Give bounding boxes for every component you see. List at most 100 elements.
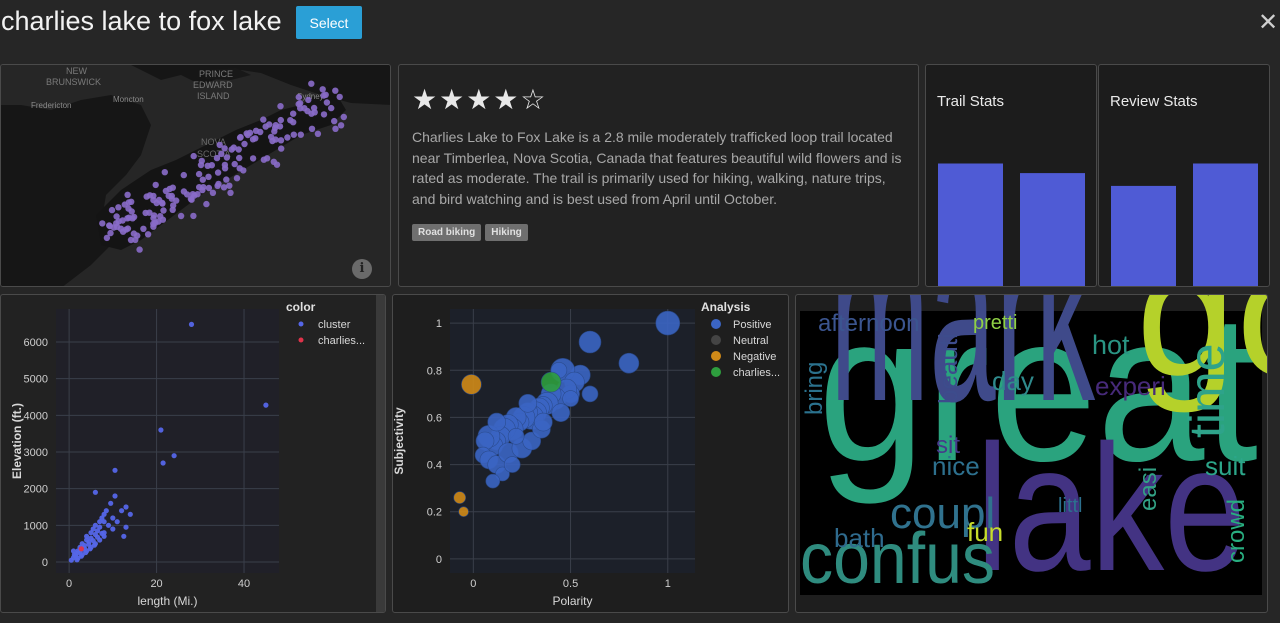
map-point[interactable] <box>129 215 136 222</box>
map-point[interactable] <box>320 92 327 99</box>
scatter-point[interactable] <box>562 390 579 407</box>
map-point[interactable] <box>287 117 294 124</box>
legend-item[interactable]: Neutral <box>733 335 768 347</box>
map-point[interactable] <box>128 198 135 205</box>
sentiment-scatter-chart[interactable]: 0 0.5 1 0 0.2 0.4 0.6 0.8 1 Polarity Subjectivity A… <box>393 295 789 613</box>
map-point[interactable] <box>115 204 122 211</box>
map-point[interactable] <box>199 176 206 183</box>
map-point[interactable] <box>271 128 278 135</box>
legend-item[interactable]: Positive <box>733 319 772 331</box>
map-point[interactable] <box>276 123 284 130</box>
stat-bar[interactable] <box>938 163 1003 288</box>
map-point[interactable] <box>142 209 149 217</box>
map-point[interactable] <box>323 99 331 106</box>
map-point[interactable] <box>308 80 315 87</box>
map-point[interactable] <box>205 173 212 180</box>
map-point[interactable] <box>144 231 152 238</box>
scatter-point[interactable] <box>91 542 98 548</box>
map-point[interactable] <box>194 191 201 198</box>
map-point[interactable] <box>336 93 343 101</box>
map-point[interactable] <box>272 136 279 143</box>
map-point[interactable] <box>249 155 257 162</box>
scatter-point[interactable] <box>263 402 269 408</box>
scatter-point[interactable] <box>105 522 112 528</box>
map-point[interactable] <box>319 86 326 93</box>
map-point[interactable] <box>99 220 106 227</box>
map-point[interactable] <box>122 226 130 233</box>
scatter-point[interactable] <box>97 524 103 530</box>
map-point[interactable] <box>124 215 131 222</box>
map-point[interactable] <box>214 169 222 176</box>
elevation-scatter-chart[interactable]: 0 20 40 0 1000 2000 3000 4000 5000 6000 length (Mi… <box>1 295 386 613</box>
scatter-point[interactable] <box>507 428 525 445</box>
map-point[interactable] <box>311 109 318 116</box>
map-point[interactable] <box>183 191 191 198</box>
legend-item[interactable]: charlies... <box>318 335 365 347</box>
stat-bar[interactable] <box>1020 173 1085 287</box>
map-point[interactable] <box>331 117 338 125</box>
map-point[interactable] <box>314 130 322 137</box>
scatter-point[interactable] <box>518 394 538 413</box>
trail-stats-chart[interactable] <box>926 65 1097 287</box>
map-point[interactable] <box>284 134 291 141</box>
map-point[interactable] <box>159 199 166 207</box>
stat-bar[interactable] <box>1111 185 1176 287</box>
map-point[interactable] <box>113 213 120 220</box>
map-point[interactable] <box>244 131 251 139</box>
map-point[interactable] <box>337 122 345 129</box>
map-point[interactable] <box>136 246 143 253</box>
scatter-point[interactable] <box>114 519 120 525</box>
map-point[interactable] <box>296 100 304 107</box>
map-point[interactable] <box>290 131 297 138</box>
map-point[interactable] <box>290 110 297 117</box>
scatter-point[interactable] <box>453 491 466 504</box>
map-point[interactable] <box>252 135 259 142</box>
map-point[interactable] <box>295 93 302 101</box>
trail-map[interactable]: NEW BRUNSWICK PRINCE EDWARD ISLAND Frede… <box>0 64 391 287</box>
map-point[interactable] <box>168 195 175 202</box>
legend-item[interactable]: Negative <box>733 351 776 363</box>
map-point[interactable] <box>169 184 176 191</box>
map-point[interactable] <box>208 162 215 169</box>
scatter-point[interactable] <box>110 515 116 521</box>
info-icon[interactable]: i <box>352 259 372 279</box>
map-point[interactable] <box>124 191 131 198</box>
map-point[interactable] <box>153 199 160 207</box>
scatter-point[interactable] <box>485 473 501 489</box>
map-point[interactable] <box>190 212 197 220</box>
map-point[interactable] <box>160 207 167 214</box>
map-point[interactable] <box>180 171 187 179</box>
map-point[interactable] <box>134 232 141 239</box>
scatter-point[interactable] <box>101 519 107 525</box>
map-point[interactable] <box>227 189 234 196</box>
scatter-point[interactable] <box>87 546 93 552</box>
scatter-point[interactable] <box>83 549 89 556</box>
scatter-point[interactable] <box>503 456 521 473</box>
map-point[interactable] <box>308 125 316 132</box>
scatter-point[interactable] <box>78 546 84 552</box>
map-point[interactable] <box>305 96 312 104</box>
scatter-point[interactable] <box>540 371 562 393</box>
scatter-point[interactable] <box>74 557 80 563</box>
scatter-point[interactable] <box>108 500 114 506</box>
scatter-point[interactable] <box>160 460 166 466</box>
map-point[interactable] <box>223 176 230 183</box>
scatter-point[interactable] <box>92 522 98 528</box>
scatter-point[interactable] <box>112 493 118 499</box>
map-point[interactable] <box>257 128 264 136</box>
scatter-point[interactable] <box>103 508 109 514</box>
scatter-point[interactable] <box>551 403 571 422</box>
map-point[interactable] <box>237 133 244 141</box>
map-point[interactable] <box>117 225 125 232</box>
map-point[interactable] <box>107 229 114 237</box>
legend-item[interactable]: cluster <box>318 319 351 331</box>
map-point[interactable] <box>218 150 225 158</box>
map-point[interactable] <box>236 154 243 162</box>
map-point[interactable] <box>205 184 213 192</box>
map-point[interactable] <box>320 111 328 118</box>
map-point[interactable] <box>297 131 304 138</box>
scatter-point[interactable] <box>92 489 98 495</box>
map-canvas[interactable]: NEW BRUNSWICK PRINCE EDWARD ISLAND Frede… <box>1 65 391 287</box>
scatter-point[interactable] <box>188 321 195 327</box>
legend-item[interactable]: charlies... <box>733 367 780 379</box>
